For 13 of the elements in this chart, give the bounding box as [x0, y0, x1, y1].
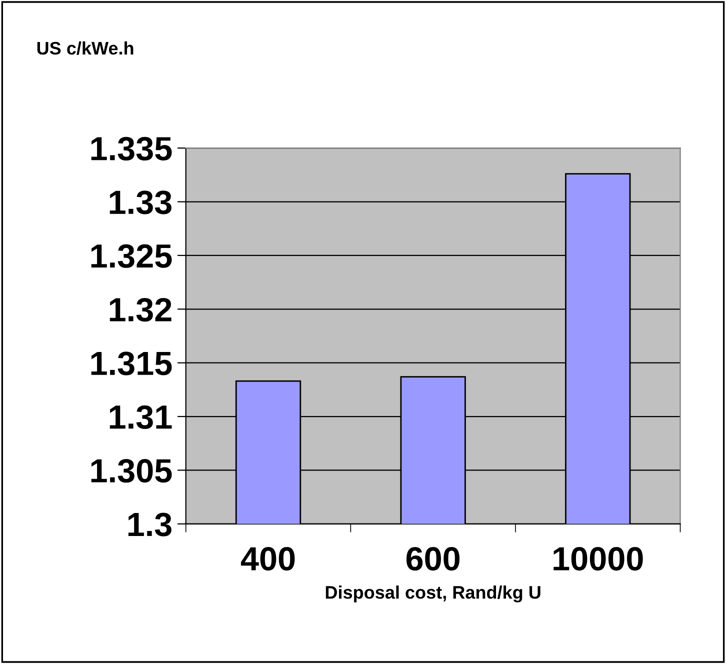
y-tick-label: 1.315	[91, 352, 172, 376]
y-tick-label: 1.33	[110, 190, 172, 214]
x-tick-label: 10000	[554, 547, 643, 571]
y-tick-label: 1.335	[91, 136, 172, 161]
y-tick-label: 1.325	[91, 244, 172, 268]
x-tick-label: 400	[240, 547, 295, 571]
y-tick-label: 1.32	[110, 298, 172, 322]
chart-title: US c/kWe.h	[37, 41, 134, 55]
y-tick-label: 1.31	[110, 405, 172, 429]
y-tick-label: 1.305	[91, 459, 172, 483]
x-axis-title: Disposal cost, Rand/kg U	[326, 586, 540, 602]
x-tick-label: 600	[406, 547, 460, 571]
y-tick-label: 1.3	[128, 512, 172, 536]
